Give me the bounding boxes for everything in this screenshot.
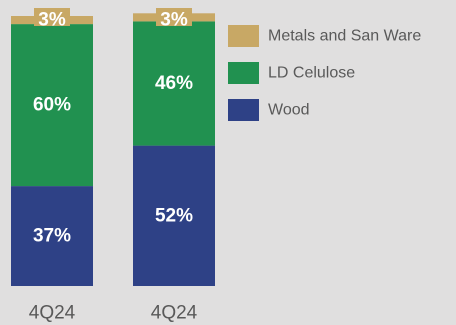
bar-label-box-metals-and-san-ware-1 [34, 8, 70, 26]
legend-swatch-ld-celulose [228, 62, 259, 84]
bar-value-label-ld-celulose-2: 46% [155, 73, 193, 94]
bar-value-label-wood-1: 37% [33, 226, 71, 247]
legend-swatch-metals-and-san-ware [228, 25, 259, 47]
x-tick-label-1: 4Q24 [29, 303, 76, 324]
bar-segment-wood-1 [11, 186, 93, 286]
legend-swatch-wood [228, 99, 259, 121]
x-axis-ticks: 4Q24 4Q24 [29, 303, 198, 324]
legend: Metals and San Ware LD Celulose Wood [228, 25, 421, 121]
bar-value-label-metals-and-san-ware-2: 3% [160, 10, 188, 31]
bar-value-label-metals-and-san-ware-1: 3% [38, 10, 66, 31]
legend-label-metals-and-san-ware: Metals and San Ware [268, 28, 421, 45]
bar-label-box-metals-and-san-ware-2 [156, 8, 192, 26]
bar-value-label-wood-2: 52% [155, 205, 193, 226]
bar-segment-ld-celulose-2 [133, 21, 215, 146]
legend-label-ld-celulose: LD Celulose [268, 65, 355, 82]
bar-value-label-ld-celulose-1: 60% [33, 95, 71, 116]
bar-labels-group: 37% 60% 3% 52% 46% 3% [33, 8, 193, 247]
bar-segment-wood-2 [133, 145, 215, 286]
x-tick-label-2: 4Q24 [151, 303, 198, 324]
bar-segment-ld-celulose-1 [11, 24, 93, 187]
legend-label-wood: Wood [268, 102, 310, 119]
